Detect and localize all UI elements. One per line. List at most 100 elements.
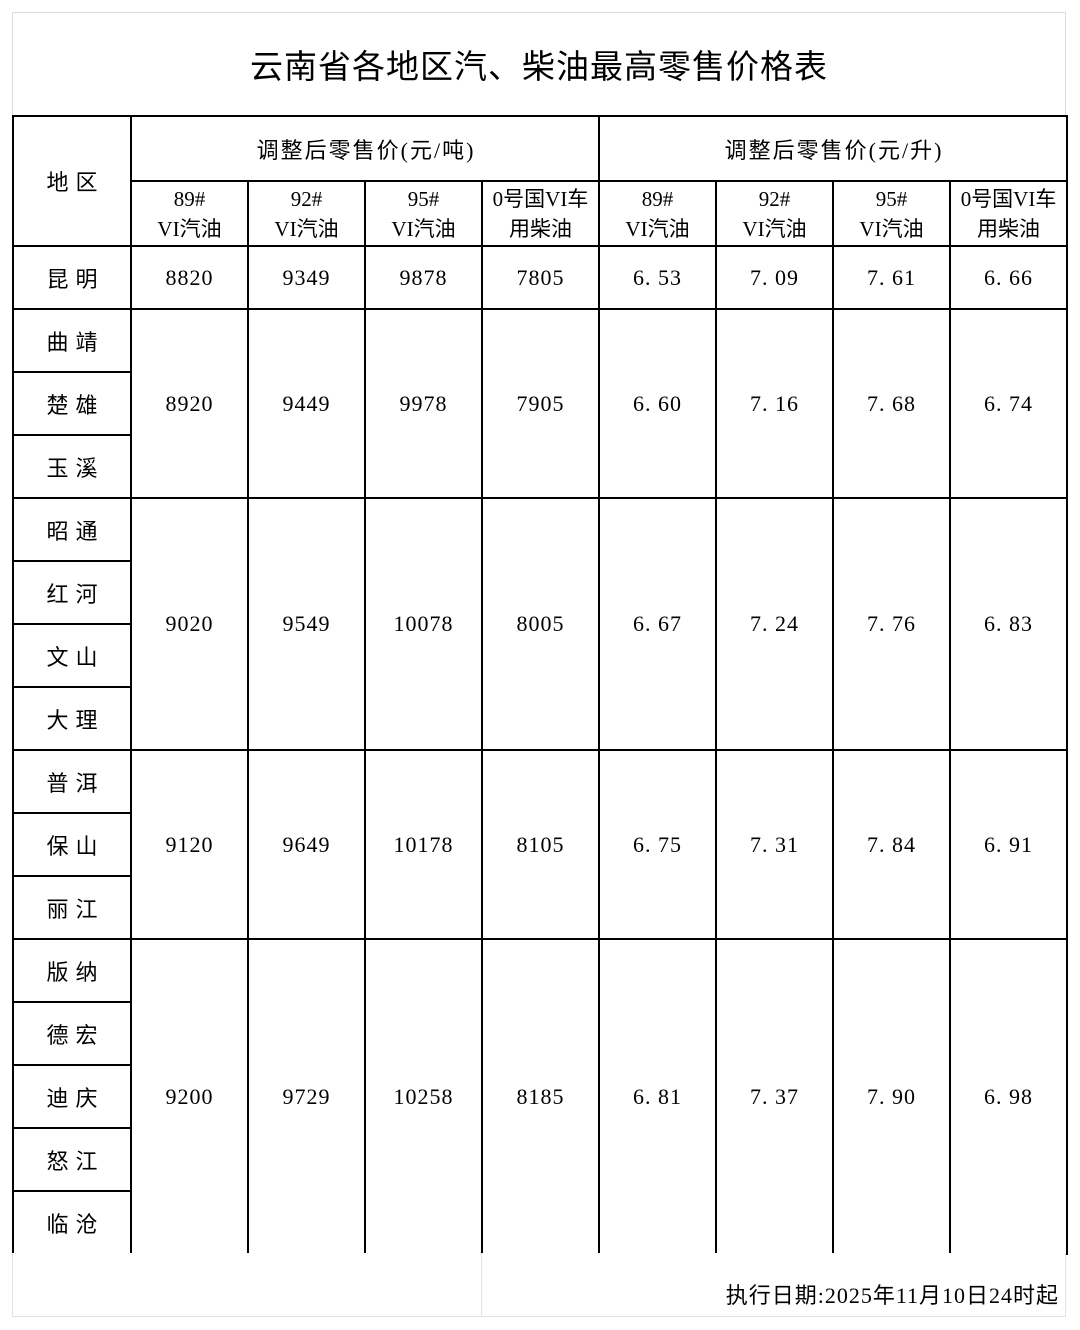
price-cell: 9729 <box>247 938 366 1255</box>
group-header-per-liter: 调整后零售价(元/升) <box>598 115 1069 182</box>
price-cell: 9200 <box>130 938 249 1255</box>
column-header-line2: VI汽油 <box>391 216 456 241</box>
region-cell: 德宏 <box>12 1001 132 1066</box>
price-cell: 9020 <box>130 497 249 751</box>
column-header-line2: VI汽油 <box>274 216 339 241</box>
column-header-line2: VI汽油 <box>157 216 222 241</box>
title-block: 云南省各地区汽、柴油最高零售价格表 <box>12 12 1066 115</box>
column-header-line1: 95# <box>407 186 440 211</box>
column-header-diesel-ton: 0号国VI车 用柴油 <box>480 180 601 247</box>
region-cell: 文山 <box>12 623 132 688</box>
price-cell: 9349 <box>247 245 366 310</box>
price-cell: 9649 <box>247 749 366 940</box>
column-header-line1: 0号国VI车 <box>960 186 1057 211</box>
price-cell: 10258 <box>364 938 483 1255</box>
region-cell: 曲靖 <box>12 308 132 373</box>
column-header-89-liter: 89# VI汽油 <box>598 180 718 247</box>
column-header-line2: VI汽油 <box>742 216 807 241</box>
price-cell: 7. 37 <box>715 938 835 1255</box>
table-row: 昆明 8820 9349 9878 7805 6. 53 7. 09 7. 61… <box>12 245 1069 310</box>
table-row: 红河 <box>12 560 1067 625</box>
footer-block: 执行日期:2025年11月10日24时起 <box>12 1253 1066 1317</box>
region-column-header: 地区 <box>12 115 132 247</box>
column-header-line1: 89# <box>641 186 674 211</box>
table-row: 大理 <box>12 686 1067 751</box>
table-row: 迪庆 <box>12 1064 1067 1129</box>
region-cell: 版纳 <box>12 938 132 1003</box>
price-cell: 7. 24 <box>715 497 835 751</box>
region-cell: 玉溪 <box>12 434 132 499</box>
price-cell: 9549 <box>247 497 366 751</box>
price-cell: 8185 <box>480 938 601 1255</box>
table-row: 昭通 9020 9549 10078 8005 6. 67 7. 24 7. 7… <box>12 497 1069 751</box>
table-row: 普洱 9120 9649 10178 8105 6. 75 7. 31 7. 8… <box>12 749 1069 940</box>
price-cell: 6. 74 <box>949 308 1069 499</box>
price-cell: 7. 61 <box>832 245 952 310</box>
column-header-95-liter: 95# VI汽油 <box>832 180 952 247</box>
price-cell: 7. 90 <box>832 938 952 1255</box>
table-row: 文山 <box>12 623 1067 688</box>
table-wrap: 地区 调整后零售价(元/吨) 调整后零售价(元/升) 89# VI汽油 92# VI… <box>12 115 1069 1255</box>
region-cell: 丽江 <box>12 875 132 940</box>
table-row: 德宏 <box>12 1001 1067 1066</box>
column-header-line2: VI汽油 <box>859 216 924 241</box>
price-cell: 7905 <box>480 308 601 499</box>
region-cell: 保山 <box>12 812 132 877</box>
price-cell: 7. 16 <box>715 308 835 499</box>
region-cell: 临沧 <box>12 1190 132 1255</box>
region-cell: 大理 <box>12 686 132 751</box>
column-header-line2: 用柴油 <box>977 216 1041 241</box>
header-row-products: 89# VI汽油 92# VI汽油 95# VI汽油 0号国VI车 用柴油 89# VI汽… <box>13 180 1069 247</box>
price-cell: 6. 67 <box>598 497 718 751</box>
price-cell: 7805 <box>480 245 601 310</box>
region-cell: 怒江 <box>12 1127 132 1192</box>
table-row: 楚雄 <box>12 371 1067 436</box>
price-cell: 6. 91 <box>949 749 1069 940</box>
region-cell: 昆明 <box>12 245 132 310</box>
region-cell: 红河 <box>12 560 132 625</box>
region-cell: 楚雄 <box>12 371 132 436</box>
group-header-per-ton: 调整后零售价(元/吨) <box>129 115 601 182</box>
column-header-line1: 0号国VI车 <box>492 186 589 211</box>
price-cell: 8820 <box>130 245 249 310</box>
column-header-95-ton: 95# VI汽油 <box>364 180 483 247</box>
price-cell: 10078 <box>364 497 483 751</box>
price-cell: 9978 <box>364 308 483 499</box>
price-cell: 8920 <box>130 308 249 499</box>
price-cell: 7. 31 <box>715 749 835 940</box>
price-cell: 8105 <box>480 749 601 940</box>
price-cell: 7. 09 <box>715 245 835 310</box>
price-table: 地区 调整后零售价(元/吨) 调整后零售价(元/升) 89# VI汽油 92# VI… <box>12 115 1069 1255</box>
table-row: 临沧 <box>12 1190 1067 1255</box>
price-cell: 6. 98 <box>949 938 1069 1255</box>
execution-date: 执行日期:2025年11月10日24时起 <box>725 1283 1059 1308</box>
price-cell: 9449 <box>247 308 366 499</box>
price-cell: 6. 81 <box>598 938 718 1255</box>
column-header-line1: 89# <box>173 186 206 211</box>
price-cell: 10178 <box>364 749 483 940</box>
column-header-line2: VI汽油 <box>625 216 690 241</box>
price-cell: 6. 66 <box>949 245 1069 310</box>
price-cell: 6. 83 <box>949 497 1069 751</box>
column-header-line1: 95# <box>875 186 908 211</box>
table-row: 保山 <box>12 812 1067 877</box>
price-cell: 7. 68 <box>832 308 952 499</box>
price-cell: 9878 <box>364 245 483 310</box>
table-row: 版纳 9200 9729 10258 8185 6. 81 7. 37 7. 9… <box>12 938 1069 1255</box>
column-header-line2: 用柴油 <box>509 216 572 241</box>
price-cell: 6. 75 <box>598 749 718 940</box>
column-header-89-ton: 89# VI汽油 <box>130 180 249 247</box>
price-cell: 9120 <box>130 749 249 940</box>
region-cell: 迪庆 <box>12 1064 132 1129</box>
table-row: 曲靖 8920 9449 9978 7905 6. 60 7. 16 7. 68… <box>12 308 1069 499</box>
column-header-92-ton: 92# VI汽油 <box>247 180 366 247</box>
column-header-line1: 92# <box>290 186 323 211</box>
column-header-line1: 92# <box>758 186 791 211</box>
column-header-92-liter: 92# VI汽油 <box>715 180 835 247</box>
price-cell: 6. 53 <box>598 245 718 310</box>
price-cell: 8005 <box>480 497 601 751</box>
table-row: 玉溪 <box>12 434 1067 499</box>
page-title: 云南省各地区汽、柴油最高零售价格表 <box>250 50 828 86</box>
price-cell: 6. 60 <box>598 308 718 499</box>
